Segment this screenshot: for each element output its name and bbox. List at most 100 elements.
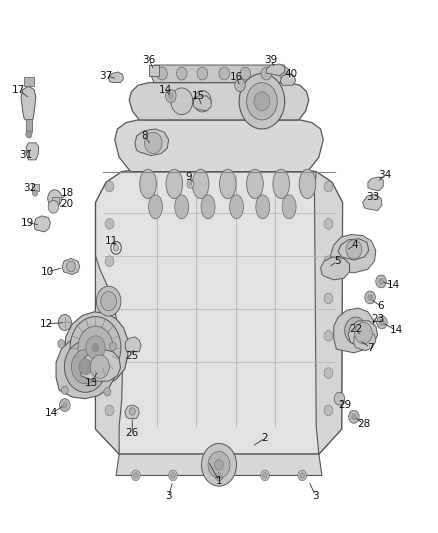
Circle shape [105,219,114,229]
Circle shape [171,473,175,478]
Circle shape [376,275,386,288]
Text: 16: 16 [230,72,243,82]
Polygon shape [115,120,323,172]
Polygon shape [194,96,211,111]
Circle shape [169,470,177,481]
Circle shape [110,342,117,351]
Polygon shape [95,169,343,454]
Text: 12: 12 [39,319,53,329]
Polygon shape [129,83,309,120]
Polygon shape [21,86,36,120]
Text: 14: 14 [45,408,58,418]
Circle shape [368,295,372,300]
Circle shape [113,245,119,251]
Circle shape [187,180,194,188]
Circle shape [365,291,375,304]
Circle shape [67,261,75,272]
Text: 23: 23 [371,314,384,324]
Polygon shape [116,454,322,475]
Polygon shape [338,239,369,260]
Circle shape [324,368,333,378]
Circle shape [279,67,290,80]
Circle shape [324,219,333,229]
Circle shape [215,470,223,481]
Text: 19: 19 [21,218,34,228]
Circle shape [324,256,333,266]
Polygon shape [34,216,50,232]
Text: 8: 8 [141,131,148,141]
Circle shape [247,83,277,120]
Circle shape [71,350,99,384]
Circle shape [324,405,333,416]
Text: 37: 37 [99,71,113,80]
Circle shape [129,408,135,415]
Text: 3: 3 [165,491,172,500]
Circle shape [197,67,208,80]
Circle shape [349,410,359,423]
Circle shape [208,451,230,478]
Bar [32,184,39,191]
Circle shape [26,131,32,138]
Ellipse shape [219,169,236,199]
Circle shape [157,67,167,80]
Circle shape [240,67,251,80]
Polygon shape [56,336,116,399]
Polygon shape [135,129,169,156]
Circle shape [219,67,230,80]
Text: 11: 11 [105,236,118,246]
Circle shape [105,256,114,266]
Text: 14: 14 [159,85,172,94]
Text: 10: 10 [41,267,54,277]
Ellipse shape [299,169,316,199]
Text: 22: 22 [349,325,362,334]
Circle shape [215,459,223,470]
Polygon shape [266,64,285,76]
Circle shape [105,181,114,192]
Ellipse shape [140,169,156,199]
Text: 5: 5 [334,256,341,266]
Circle shape [70,317,121,378]
Circle shape [105,330,114,341]
Text: 14: 14 [390,326,403,335]
Circle shape [134,473,138,478]
Circle shape [261,470,269,481]
Polygon shape [348,321,378,346]
Text: 29: 29 [339,400,352,410]
Text: 1: 1 [215,476,223,486]
Text: 6: 6 [378,302,385,311]
Circle shape [235,79,245,92]
Polygon shape [331,235,376,273]
Circle shape [239,74,285,129]
Polygon shape [280,74,296,85]
Circle shape [324,330,333,341]
Polygon shape [81,349,120,381]
Circle shape [78,326,113,369]
Text: 28: 28 [357,419,370,429]
Text: 40: 40 [285,69,298,78]
Ellipse shape [148,195,162,219]
Circle shape [166,90,176,102]
Circle shape [48,190,62,207]
Text: 32: 32 [23,183,36,192]
Circle shape [380,320,384,325]
Polygon shape [125,337,141,352]
Polygon shape [368,177,383,191]
Text: 33: 33 [367,192,380,202]
Text: 31: 31 [19,150,32,159]
Circle shape [177,67,187,80]
Ellipse shape [201,195,215,219]
Text: 39: 39 [264,55,277,64]
Bar [52,197,59,204]
Circle shape [60,399,70,411]
Circle shape [101,292,117,311]
Text: 15: 15 [191,91,205,101]
Circle shape [263,473,267,478]
Polygon shape [151,65,287,83]
Bar [149,65,159,76]
Ellipse shape [256,195,270,219]
Circle shape [96,286,121,316]
Circle shape [194,91,211,112]
Text: 9: 9 [185,172,192,182]
Circle shape [261,67,272,80]
Circle shape [79,359,92,375]
